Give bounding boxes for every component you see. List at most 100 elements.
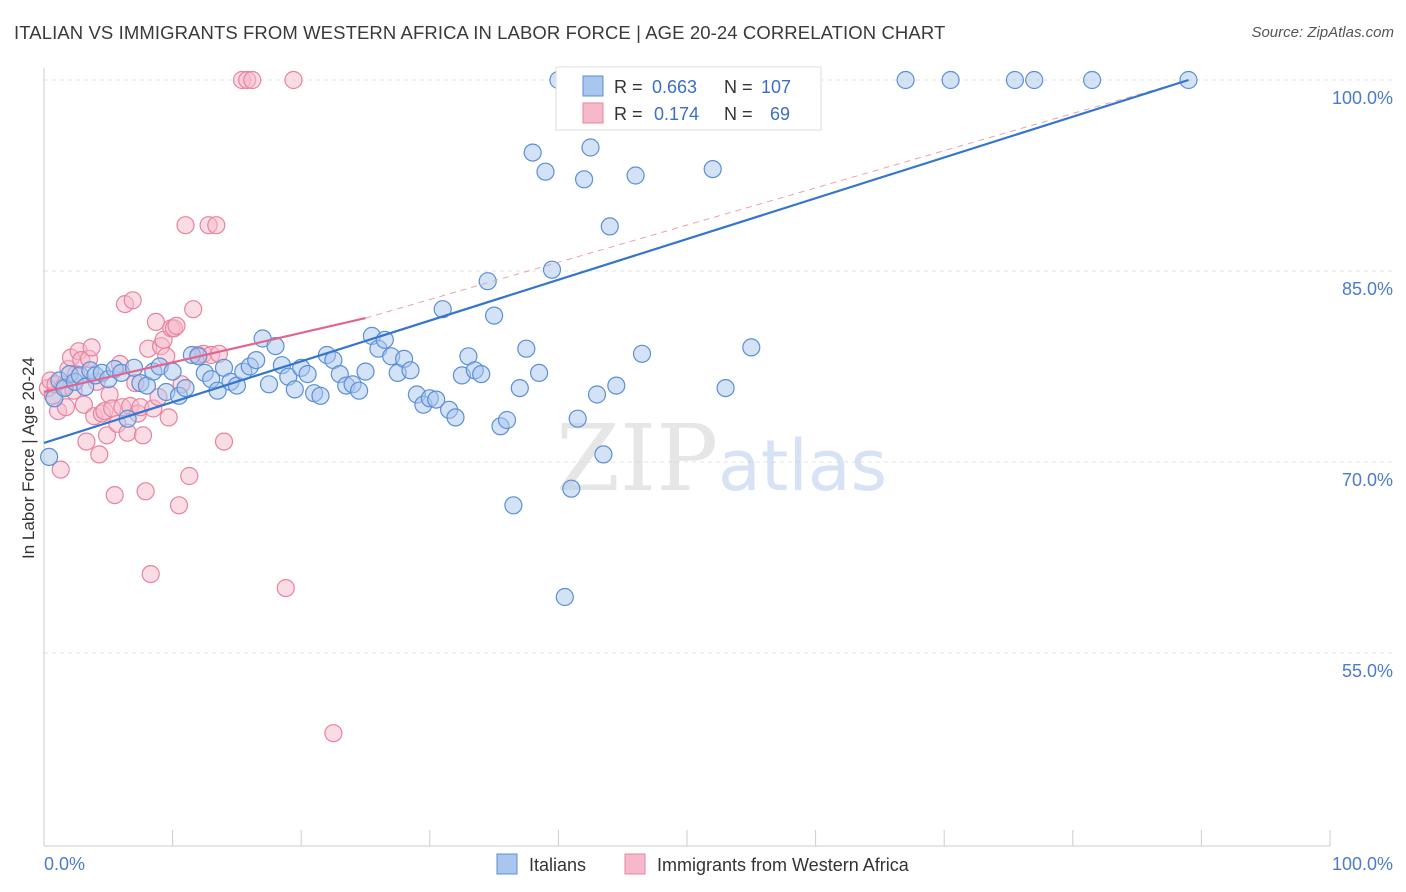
italians-point-100: [742, 338, 761, 357]
italians-point-102: [941, 70, 960, 90]
legend-r-label-2: R =: [614, 104, 643, 124]
western-africa-point-53: [176, 216, 195, 235]
italians-point-65: [446, 408, 465, 427]
italians-point-86: [581, 138, 600, 157]
legend-swatch-italians: [582, 75, 604, 97]
source-label: Source: ZipAtlas.com: [1251, 24, 1394, 41]
legend-r-value-2: 0.174: [654, 104, 699, 124]
italians-point-73: [497, 410, 517, 430]
italians-point-37: [266, 337, 285, 356]
legend-r-label-1: R =: [614, 77, 643, 97]
western-africa-point-14: [74, 395, 94, 414]
legend-n-value-1: 107: [761, 77, 791, 97]
italians-point-0: [39, 447, 59, 466]
italians-point-94: [632, 344, 652, 363]
italians-point-62: [427, 390, 446, 409]
series-western-africa-points: [38, 70, 343, 743]
series-legend-swatch-western-africa: [624, 853, 646, 875]
italians-point-101: [896, 70, 915, 90]
western-africa-point-62: [214, 432, 234, 451]
italians-point-78: [529, 363, 549, 382]
legend-r-value-1: 0.663: [652, 77, 697, 97]
italians-point-36: [259, 375, 279, 394]
western-africa-point-17: [82, 338, 101, 357]
western-africa-point-50: [167, 316, 186, 335]
italians-point-89: [600, 217, 619, 236]
italians-point-90: [607, 376, 626, 395]
western-africa-point-47: [159, 408, 178, 427]
legend-n-value-2: 69: [770, 104, 790, 124]
western-africa-point-15: [77, 432, 96, 451]
trend-lines: [43, 78, 1189, 444]
italians-point-74: [504, 496, 523, 515]
western-africa-point-66: [276, 578, 295, 598]
italians-point-88: [594, 445, 613, 464]
chart-title: ITALIAN VS IMMIGRANTS FROM WESTERN AFRIC…: [14, 22, 946, 43]
italians-point-69: [472, 365, 491, 384]
italians-point-80: [542, 260, 562, 279]
western-africa-point-60: [207, 216, 226, 235]
legend-n-label-1: N =: [724, 77, 753, 97]
legend-swatch-western-africa: [582, 102, 604, 124]
western-africa-point-23: [97, 426, 117, 445]
x-tick-label-right: 100.0%: [1332, 854, 1393, 874]
italians-point-70: [478, 272, 497, 291]
italians-point-83: [562, 479, 581, 498]
italians-point-44: [311, 386, 330, 405]
italians-point-93: [626, 166, 645, 185]
y-axis-label: In Labor Force | Age 20-24: [19, 357, 38, 559]
italians-point-51: [356, 362, 375, 381]
western-africa-point-38: [136, 482, 155, 501]
italians-point-42: [298, 365, 317, 384]
y-tick-labels: 100.0% 85.0% 70.0% 55.0%: [1332, 88, 1393, 681]
series-legend-label-western-africa: Immigrants from Western Africa: [657, 855, 910, 875]
series-italians-points: [39, 70, 1198, 607]
western-africa-point-42: [146, 312, 165, 331]
italians-point-105: [1082, 70, 1102, 90]
trend-line-italians: [43, 78, 1189, 444]
italians-point-82: [555, 587, 574, 607]
italians-point-84: [568, 409, 587, 428]
italians-point-50: [350, 381, 369, 400]
western-africa-point-26: [105, 486, 124, 505]
italians-point-104: [1025, 70, 1044, 90]
italians-point-34: [247, 351, 266, 370]
italians-point-40: [285, 380, 304, 399]
italians-point-79: [536, 162, 555, 181]
legend-n-label-2: N =: [724, 104, 753, 124]
italians-point-77: [523, 143, 542, 162]
x-tick-label-left: 0.0%: [44, 854, 85, 874]
western-africa-point-68: [324, 724, 343, 743]
watermark-atlas: atlas: [718, 425, 887, 507]
italians-point-63: [433, 300, 452, 319]
italians-point-85: [574, 170, 594, 189]
y-tick-label-1: 85.0%: [1342, 279, 1393, 299]
western-africa-point-5: [51, 460, 70, 479]
western-africa-point-67: [284, 70, 303, 90]
y-tick-label-0: 100.0%: [1332, 88, 1393, 108]
italians-point-98: [703, 160, 722, 179]
italians-point-75: [510, 379, 529, 398]
italians-point-21: [163, 362, 182, 381]
western-africa-point-20: [90, 445, 109, 464]
western-africa-point-33: [123, 291, 142, 310]
western-africa-point-65: [243, 70, 262, 90]
series-legend-swatch-italians: [496, 853, 518, 875]
western-africa-point-40: [141, 564, 160, 584]
series-legend-label-italians: Italians: [529, 855, 586, 875]
western-africa-point-54: [180, 466, 199, 486]
italians-point-87: [587, 385, 607, 404]
y-tick-label-3: 55.0%: [1342, 661, 1393, 681]
italians-point-103: [1005, 70, 1025, 90]
x-ticks: [172, 830, 1331, 846]
western-africa-point-37: [133, 426, 153, 445]
italians-point-23: [176, 379, 195, 398]
y-tick-label-2: 70.0%: [1342, 470, 1393, 490]
western-africa-point-55: [184, 300, 203, 319]
series-legend: Italians Immigrants from Western Africa: [496, 853, 910, 875]
stats-legend: R = 0.663 N = 107 R = 0.174 N = 69: [555, 66, 822, 131]
italians-point-76: [517, 339, 536, 358]
western-africa-point-51: [169, 496, 189, 515]
trend-line-western-africa: [43, 317, 366, 394]
